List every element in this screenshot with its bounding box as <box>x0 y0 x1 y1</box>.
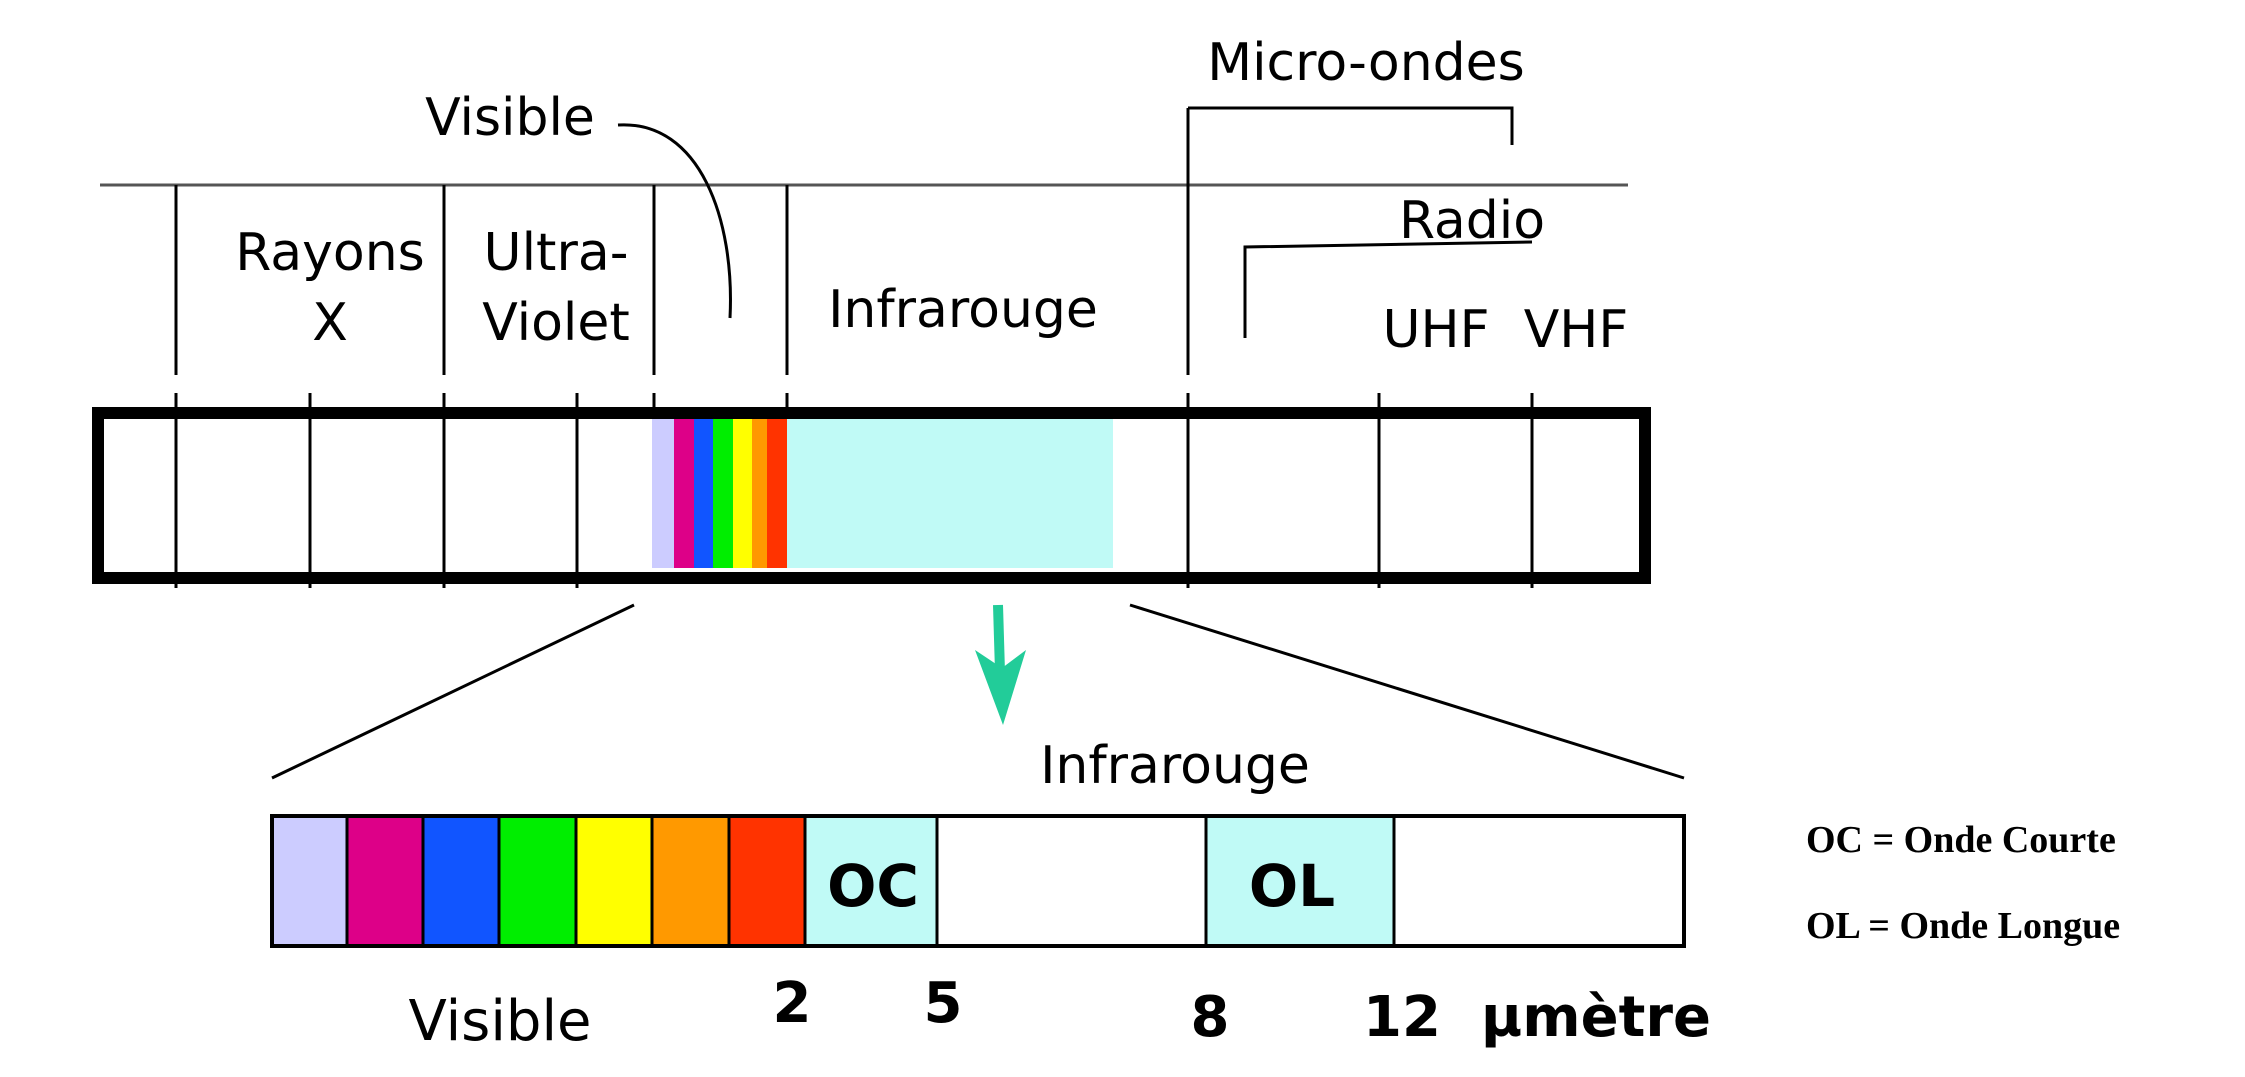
tick-label-12: 12 <box>1363 985 1441 1050</box>
ultraviolet-label-line2: Violet <box>482 293 630 353</box>
main-strip-green <box>713 418 733 568</box>
rayons-x-label-line2: X <box>312 293 348 353</box>
zoom-strip-lavender <box>272 816 347 946</box>
main-strip-lavender <box>652 418 674 568</box>
legend-oc: OC = Onde Courte <box>1806 819 2116 861</box>
visible-bottom-label: Visible <box>409 989 592 1054</box>
infrarouge-bottom-label: Infrarouge <box>1040 736 1310 796</box>
radio-label: Radio <box>1399 191 1545 251</box>
zoom-indicator <box>271 603 1685 780</box>
down-arrow-icon <box>975 650 1026 725</box>
vhf-label: VHF <box>1524 300 1629 360</box>
down-arrow-icon-shaft <box>993 604 1005 673</box>
main-strip-blue <box>694 418 713 568</box>
rayons-x-label-line1: Rayons <box>235 223 425 283</box>
tick-label-5: 5 <box>924 971 963 1036</box>
main-strip-magenta <box>674 418 694 568</box>
zoom-bar-border <box>270 814 1686 948</box>
visible-top-label: Visible <box>425 88 595 148</box>
main-strip-orange <box>752 418 767 568</box>
unit-label: µmètre <box>1481 985 1711 1050</box>
zoom-strip-magenta <box>347 816 423 946</box>
tick-label-2: 2 <box>773 971 812 1036</box>
radio-bracket <box>1243 240 1533 338</box>
zoomed-infrared-bar: Infrarouge OC OL <box>270 736 1686 948</box>
microondes-bracket <box>1188 106 1514 145</box>
microondes-label: Micro-ondes <box>1207 33 1525 93</box>
zoom-strip-blue <box>423 816 499 946</box>
infrarouge-top-label: Infrarouge <box>828 280 1098 340</box>
oc-label: OC <box>827 852 919 920</box>
main-infrared-area <box>787 418 1113 568</box>
zoom-line-left <box>271 603 635 780</box>
main-strip-yellow <box>733 418 752 568</box>
visible-pointer-curve <box>617 123 732 319</box>
ultraviolet-label-line1: Ultra- <box>484 223 629 283</box>
zoom-strip-green <box>499 816 576 946</box>
ol-label: OL <box>1249 852 1335 920</box>
main-strip-red <box>767 418 787 568</box>
main-spectrum-bar <box>92 393 1651 588</box>
zoom-strip-orange <box>652 816 729 946</box>
top-labels: Micro-ondes Visible Rayons X Ultra- Viol… <box>100 33 1628 375</box>
zoom-oc-area <box>805 816 937 946</box>
zoom-strip-red <box>729 816 805 946</box>
tick-label-8: 8 <box>1191 985 1230 1050</box>
zoom-line-right <box>1129 603 1685 780</box>
zoom-ol-area <box>1206 816 1394 946</box>
bottom-axis-labels: Visible 2 5 8 12 µmètre <box>409 971 1711 1054</box>
main-bar-border <box>92 407 1651 584</box>
legend: OC = Onde Courte OL = Onde Longue <box>1806 819 2120 947</box>
uhf-label: UHF <box>1382 300 1489 360</box>
legend-ol: OL = Onde Longue <box>1806 905 2120 947</box>
zoom-strip-yellow <box>576 816 652 946</box>
